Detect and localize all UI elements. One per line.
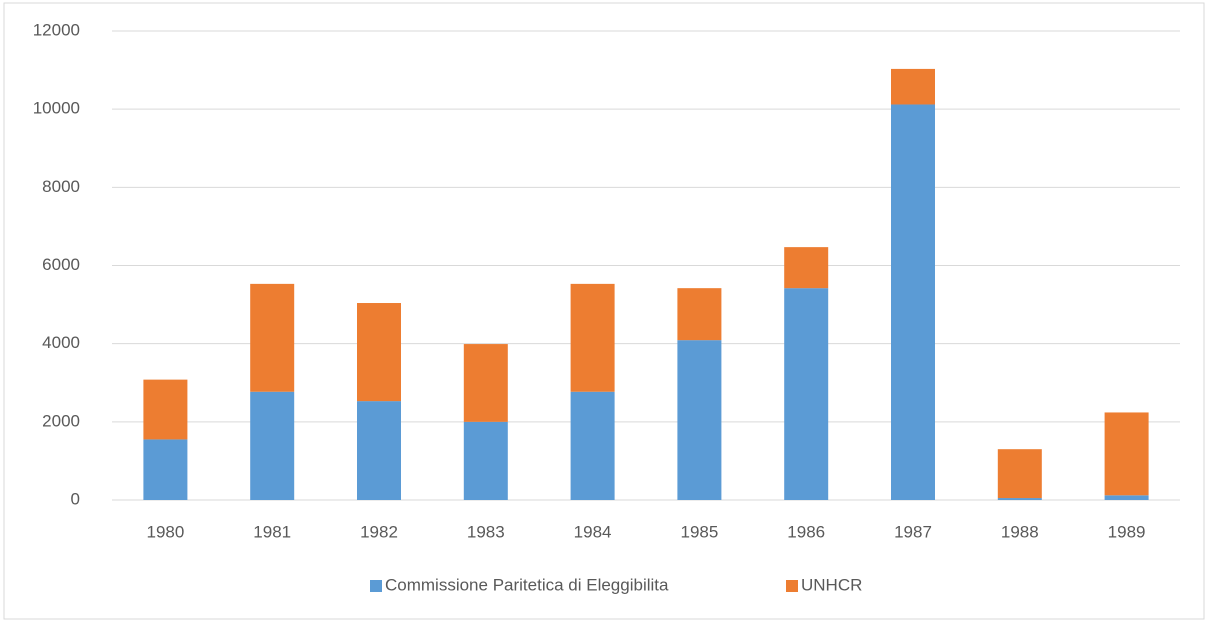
x-tick-label: 1984 [574, 522, 612, 541]
bar-segment [570, 391, 615, 500]
x-tick-label: 1988 [1001, 522, 1039, 541]
y-tick-label: 8000 [42, 177, 80, 196]
x-tick-label: 1983 [467, 522, 505, 541]
x-tick-label: 1989 [1108, 522, 1146, 541]
bar-segment [250, 283, 295, 392]
bar-segment [784, 288, 829, 500]
bar-segment [570, 283, 615, 392]
bar-segment [1104, 412, 1149, 496]
y-tick-label: 0 [71, 489, 80, 508]
legend-swatch [786, 580, 798, 592]
legend-label: Commissione Paritetica di Eleggibilita [385, 575, 669, 594]
bar-segment [677, 288, 722, 341]
y-tick-label: 2000 [42, 411, 80, 430]
bar-segment [677, 340, 722, 500]
bar-segment [143, 439, 188, 500]
bar-segment [891, 68, 935, 105]
y-tick-label: 4000 [42, 333, 80, 352]
bar-segment [891, 104, 935, 500]
bar-segment [250, 391, 295, 500]
x-tick-label: 1982 [360, 522, 398, 541]
y-tick-label: 6000 [42, 255, 80, 274]
y-tick-label: 10000 [33, 99, 80, 118]
legend-swatch [370, 580, 382, 592]
legend-label: UNHCR [801, 575, 862, 594]
x-tick-label: 1985 [680, 522, 718, 541]
bar-segment [997, 498, 1042, 500]
x-tick-label: 1980 [146, 522, 184, 541]
bar-segment [357, 401, 401, 500]
x-tick-label: 1986 [787, 522, 825, 541]
x-tick-label: 1981 [253, 522, 291, 541]
bar-segment [997, 449, 1042, 499]
x-tick-label: 1987 [894, 522, 932, 541]
y-tick-label: 12000 [33, 20, 80, 39]
bar-segment [463, 344, 508, 422]
bar-segment [784, 247, 829, 289]
bar-segment [357, 303, 401, 402]
bar-segment [1104, 495, 1149, 500]
bar-segment [463, 421, 508, 500]
bar-segment [143, 379, 188, 440]
